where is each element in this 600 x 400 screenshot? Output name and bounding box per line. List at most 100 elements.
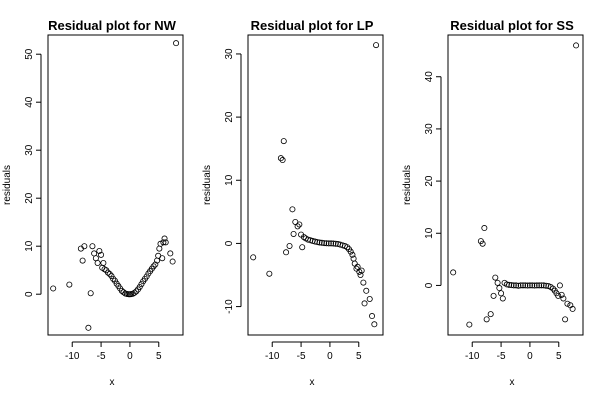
- data-point: [156, 245, 163, 252]
- y-tick-label: 30: [224, 48, 235, 60]
- data-point: [361, 300, 368, 307]
- data-point: [373, 42, 380, 49]
- data-point: [325, 240, 332, 247]
- data-point: [533, 282, 540, 289]
- data-point: [296, 221, 303, 228]
- data-point: [369, 313, 376, 320]
- data-point: [494, 279, 501, 286]
- data-point: [159, 255, 166, 262]
- panel-nw: Residual plot for NW -10 -5 0 5 x 0 10 20 30 40 50 r…: [2, 18, 184, 388]
- data-point: [517, 282, 524, 289]
- data-point: [564, 300, 571, 307]
- y-tick-label: 0: [24, 291, 35, 297]
- x-tick-label: -10: [465, 351, 480, 362]
- data-point: [526, 282, 533, 289]
- data-point: [556, 282, 563, 289]
- chart-title: Residual plot for LP: [251, 18, 374, 33]
- panel-lp: Residual plot for LP -10 -5 0 5 x -10 0 10 20 30 re…: [202, 18, 384, 388]
- data-point: [351, 260, 358, 267]
- data-point: [110, 275, 117, 282]
- data-point: [120, 289, 127, 296]
- data-point: [138, 281, 145, 288]
- data-point: [173, 40, 180, 47]
- data-point: [483, 316, 490, 323]
- data-point: [540, 282, 547, 289]
- data-point: [162, 239, 169, 246]
- data-point: [499, 295, 506, 302]
- data-point: [266, 270, 273, 277]
- data-point: [481, 225, 488, 232]
- data-point: [360, 279, 367, 286]
- data-point: [332, 240, 339, 247]
- data-point: [328, 240, 335, 247]
- x-tick-label: -5: [97, 351, 106, 362]
- data-point: [299, 244, 306, 251]
- data-point: [366, 295, 373, 302]
- data-point: [363, 287, 370, 294]
- data-point: [558, 291, 565, 298]
- data-point: [520, 282, 527, 289]
- data-point: [160, 239, 167, 246]
- data-point: [81, 243, 88, 250]
- data-point: [290, 230, 297, 237]
- y-tick-label: 10: [224, 174, 235, 186]
- data-point: [321, 240, 328, 247]
- data-point: [349, 251, 356, 258]
- data-point: [573, 42, 580, 49]
- data-point: [555, 292, 562, 299]
- data-point: [357, 271, 364, 278]
- data-point: [536, 282, 543, 289]
- data-point: [513, 282, 520, 289]
- data-point: [492, 274, 499, 281]
- data-point: [479, 240, 486, 247]
- data-point: [87, 290, 94, 297]
- data-point: [466, 321, 473, 328]
- data-point: [277, 155, 284, 162]
- data-point: [105, 269, 112, 276]
- data-point: [94, 259, 101, 266]
- data-point: [550, 285, 557, 292]
- data-point: [371, 321, 378, 328]
- data-point: [66, 281, 73, 288]
- x-tick-label: -5: [497, 351, 506, 362]
- chart-title: Residual plot for NW: [48, 18, 177, 33]
- data-point: [358, 267, 365, 274]
- y-tick-label: 40: [424, 71, 435, 83]
- data-point: [318, 239, 325, 246]
- data-point: [508, 282, 515, 289]
- data-point: [344, 244, 351, 251]
- y-tick-label: 0: [424, 282, 435, 288]
- x-tick-label: 0: [527, 351, 533, 362]
- y-tick-label: 20: [424, 175, 435, 187]
- data-point: [515, 282, 522, 289]
- data-point: [85, 324, 92, 331]
- data-point: [330, 240, 337, 247]
- y-tick-label: 20: [24, 192, 35, 204]
- y-tick-label: -10: [224, 299, 235, 314]
- data-point: [133, 288, 140, 295]
- data-point: [560, 295, 567, 302]
- chart-title: Residual plot for SS: [450, 18, 574, 33]
- x-tick-label: -10: [65, 351, 80, 362]
- data-point: [490, 292, 497, 299]
- y-axis-label: residuals: [402, 165, 413, 205]
- data-point: [136, 283, 143, 290]
- data-point: [152, 261, 159, 268]
- data-point: [487, 311, 494, 318]
- data-point: [79, 257, 86, 264]
- data-point: [161, 235, 168, 242]
- data-point: [100, 259, 107, 266]
- data-point: [283, 249, 290, 256]
- data-point: [280, 138, 287, 145]
- data-point: [150, 263, 157, 270]
- data-point: [498, 290, 505, 297]
- data-point: [347, 248, 354, 255]
- x-tick-label: 5: [556, 351, 562, 362]
- data-point: [562, 316, 569, 323]
- data-point: [529, 282, 536, 289]
- y-tick-label: 30: [24, 144, 35, 156]
- plot-frame: [447, 34, 584, 336]
- data-point: [496, 285, 503, 292]
- data-point: [108, 272, 115, 279]
- data-point: [96, 247, 103, 254]
